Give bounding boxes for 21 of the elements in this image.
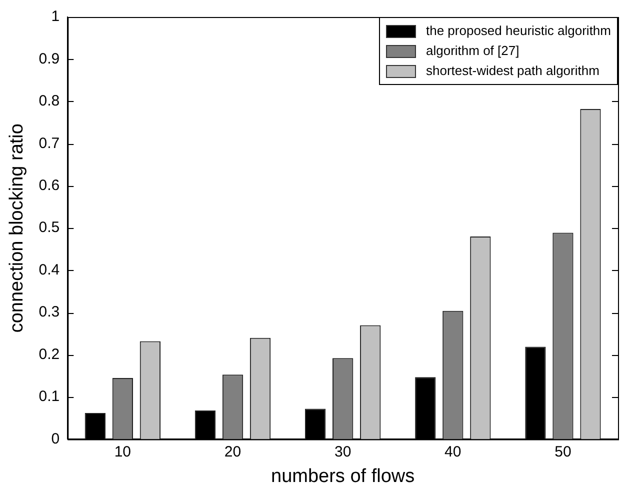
x-tick-label: 50 [554, 443, 572, 460]
x-axis-title: numbers of flows [271, 466, 415, 487]
y-tick-label: 0 [51, 430, 60, 448]
y-tick-label: 0.7 [38, 134, 60, 152]
x-tick-label: 40 [444, 443, 462, 460]
y-tick-label: 0.9 [38, 50, 60, 68]
x-tick-label: 30 [334, 443, 352, 460]
y-tick-label: 0.1 [38, 388, 60, 406]
legend-label: the proposed heuristic algorithm [426, 22, 611, 40]
x-tick-label: 20 [224, 443, 242, 460]
y-tick-label: 0.8 [38, 92, 60, 110]
x-tick-label: 10 [114, 443, 132, 460]
y-tick-label: 0.5 [38, 219, 60, 236]
y-tick-label: 0.6 [38, 177, 60, 194]
y-axis-title: connection blocking ratio [6, 124, 28, 333]
legend-label: shortest-widest path algorithm [426, 62, 600, 80]
legend-label: algorithm of [27] [426, 42, 520, 60]
y-tick-label: 0.2 [38, 346, 60, 363]
y-tick-label: 0.4 [38, 261, 60, 278]
y-tick-label: 0.3 [38, 304, 60, 321]
y-tick-label: 1 [51, 8, 60, 26]
